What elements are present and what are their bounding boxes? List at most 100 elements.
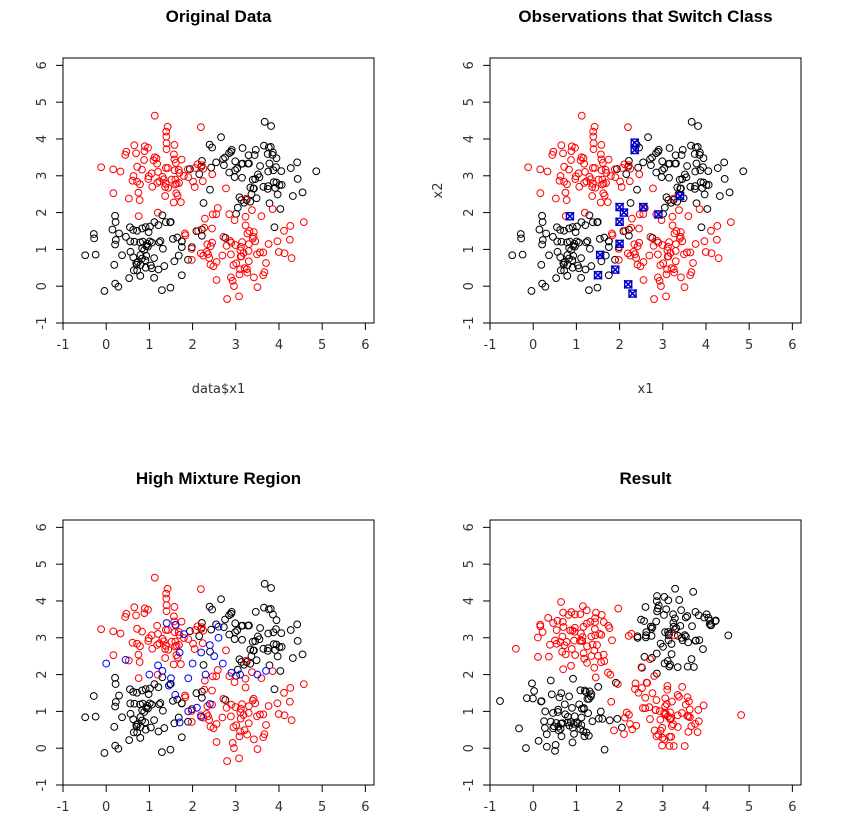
data-point	[179, 172, 188, 180]
data-point	[606, 670, 615, 679]
data-point	[260, 730, 269, 739]
data-point	[599, 179, 608, 188]
data-point	[596, 198, 605, 207]
y-tick-label: 4	[462, 135, 477, 143]
data-point	[569, 674, 577, 683]
data-point	[246, 183, 255, 192]
data-point	[280, 711, 289, 720]
data-point	[587, 652, 596, 660]
x-tick-label: 4	[275, 800, 283, 815]
data-point	[158, 667, 167, 675]
data-point	[588, 164, 597, 172]
data-point	[219, 695, 228, 703]
data-point	[633, 242, 642, 251]
data-point	[522, 744, 530, 752]
data-point	[277, 643, 286, 651]
data-point	[598, 175, 607, 184]
data-point	[184, 635, 193, 644]
data-point	[673, 690, 682, 699]
data-point	[244, 719, 253, 728]
chart-title: Observations that Switch Class	[518, 7, 772, 26]
data-point	[154, 265, 163, 274]
data-point	[219, 155, 227, 163]
data-point	[694, 706, 703, 714]
data-point	[635, 143, 643, 152]
data-point	[699, 701, 708, 710]
data-point	[662, 292, 670, 301]
data-point	[579, 154, 588, 163]
data-point	[667, 198, 675, 207]
data-point	[241, 674, 250, 683]
data-point	[649, 184, 657, 193]
data-point	[595, 629, 604, 638]
data-point	[566, 626, 575, 635]
data-point	[662, 270, 671, 279]
data-point	[264, 605, 273, 614]
data-point	[691, 167, 700, 176]
data-point	[619, 208, 629, 218]
data-point	[157, 286, 166, 295]
data-point	[684, 212, 693, 221]
data-point	[683, 248, 691, 257]
data-point	[111, 211, 119, 220]
data-point	[132, 149, 140, 158]
data-point	[226, 712, 235, 721]
data-point	[567, 608, 576, 616]
data-point	[549, 147, 558, 156]
data-point	[181, 693, 190, 702]
data-point	[555, 176, 564, 185]
data-point	[277, 167, 286, 175]
data-point	[578, 633, 587, 641]
data-point	[648, 153, 656, 162]
y-tick-label: 5	[35, 98, 50, 106]
data-point	[177, 733, 186, 742]
data-point	[288, 192, 297, 200]
data-point	[565, 165, 573, 174]
data-point	[138, 686, 147, 695]
data-point	[642, 631, 651, 640]
data-point	[160, 724, 169, 732]
data-point	[556, 226, 565, 234]
data-point	[268, 610, 277, 619]
data-point	[125, 736, 134, 745]
data-point	[659, 642, 667, 651]
data-point	[199, 626, 208, 635]
data-point	[157, 748, 166, 757]
data-point	[212, 210, 221, 219]
data-point	[536, 620, 545, 629]
x-tick-label: 0	[529, 338, 537, 353]
data-point	[162, 619, 171, 627]
data-point	[219, 233, 228, 241]
data-point	[594, 714, 603, 723]
data-point	[555, 693, 564, 702]
data-point	[276, 205, 285, 213]
data-point	[670, 614, 679, 623]
data-point	[135, 196, 144, 204]
data-point	[218, 659, 227, 668]
data-point	[567, 156, 575, 164]
data-point	[580, 686, 589, 695]
chart-title: High Mixture Region	[136, 469, 301, 488]
data-point	[637, 663, 646, 672]
data-point	[638, 684, 646, 692]
data-point	[293, 158, 302, 167]
y-tick-label: 4	[35, 597, 50, 605]
data-point	[620, 160, 629, 169]
data-point	[171, 175, 180, 184]
data-point	[200, 676, 209, 685]
data-point	[620, 730, 628, 738]
data-point	[641, 603, 650, 611]
data-point	[627, 288, 638, 299]
data-point	[597, 166, 606, 175]
data-point	[277, 181, 286, 189]
data-point	[259, 710, 268, 719]
data-point	[114, 282, 123, 291]
y-axis-label: x2	[431, 183, 446, 199]
data-point	[203, 702, 212, 711]
data-point	[97, 163, 106, 172]
data-point	[273, 190, 282, 199]
data-point	[580, 654, 589, 663]
data-point	[252, 656, 261, 665]
panel-result: Result -1 0 1 2 3 4 5 6 -1 0 1 2 3 4 5 6	[462, 469, 802, 815]
data-point	[263, 646, 272, 655]
